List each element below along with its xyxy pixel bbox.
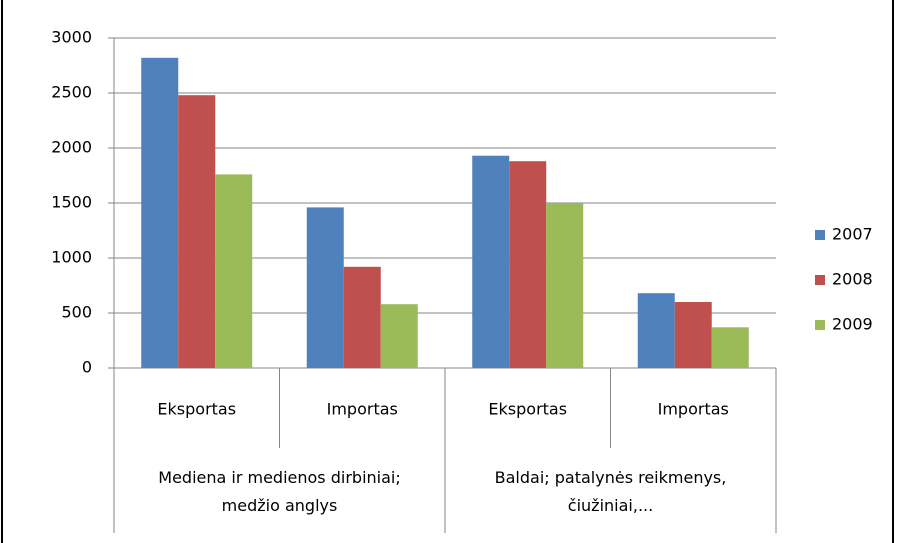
y-tick-label: 0	[82, 358, 92, 377]
legend-label: 2007	[832, 225, 873, 244]
y-tick-label: 1000	[51, 248, 92, 267]
x-tick-label: Importas	[327, 400, 398, 419]
y-tick-label: 1500	[51, 193, 92, 212]
bar	[178, 95, 216, 368]
bar	[141, 57, 179, 369]
legend-swatch	[815, 320, 825, 330]
x-tick-label: Importas	[658, 400, 729, 419]
bar	[380, 304, 418, 368]
group-label: Mediena ir medienos dirbiniai; medžio an…	[158, 468, 401, 515]
legend-label: 2008	[832, 270, 873, 289]
x-tick-label: Eksportas	[488, 400, 567, 419]
group-label: Baldai; patalynės reikmenys, čiužiniai,.…	[494, 468, 727, 515]
bar	[711, 327, 749, 368]
bar	[509, 161, 547, 368]
legend-swatch	[815, 230, 825, 240]
bar	[472, 155, 510, 368]
legend-swatch	[815, 275, 825, 285]
bar	[215, 174, 253, 368]
x-tick-label: Eksportas	[157, 400, 236, 419]
y-tick-label: 500	[61, 303, 92, 322]
legend-label: 2009	[832, 315, 873, 334]
y-tick-label: 3000	[51, 28, 92, 47]
y-tick-label: 2000	[51, 138, 92, 157]
bar	[674, 302, 712, 368]
bar	[546, 203, 584, 368]
bar	[306, 207, 344, 368]
bar	[343, 266, 381, 368]
bar	[637, 293, 675, 368]
y-tick-label: 2500	[51, 83, 92, 102]
